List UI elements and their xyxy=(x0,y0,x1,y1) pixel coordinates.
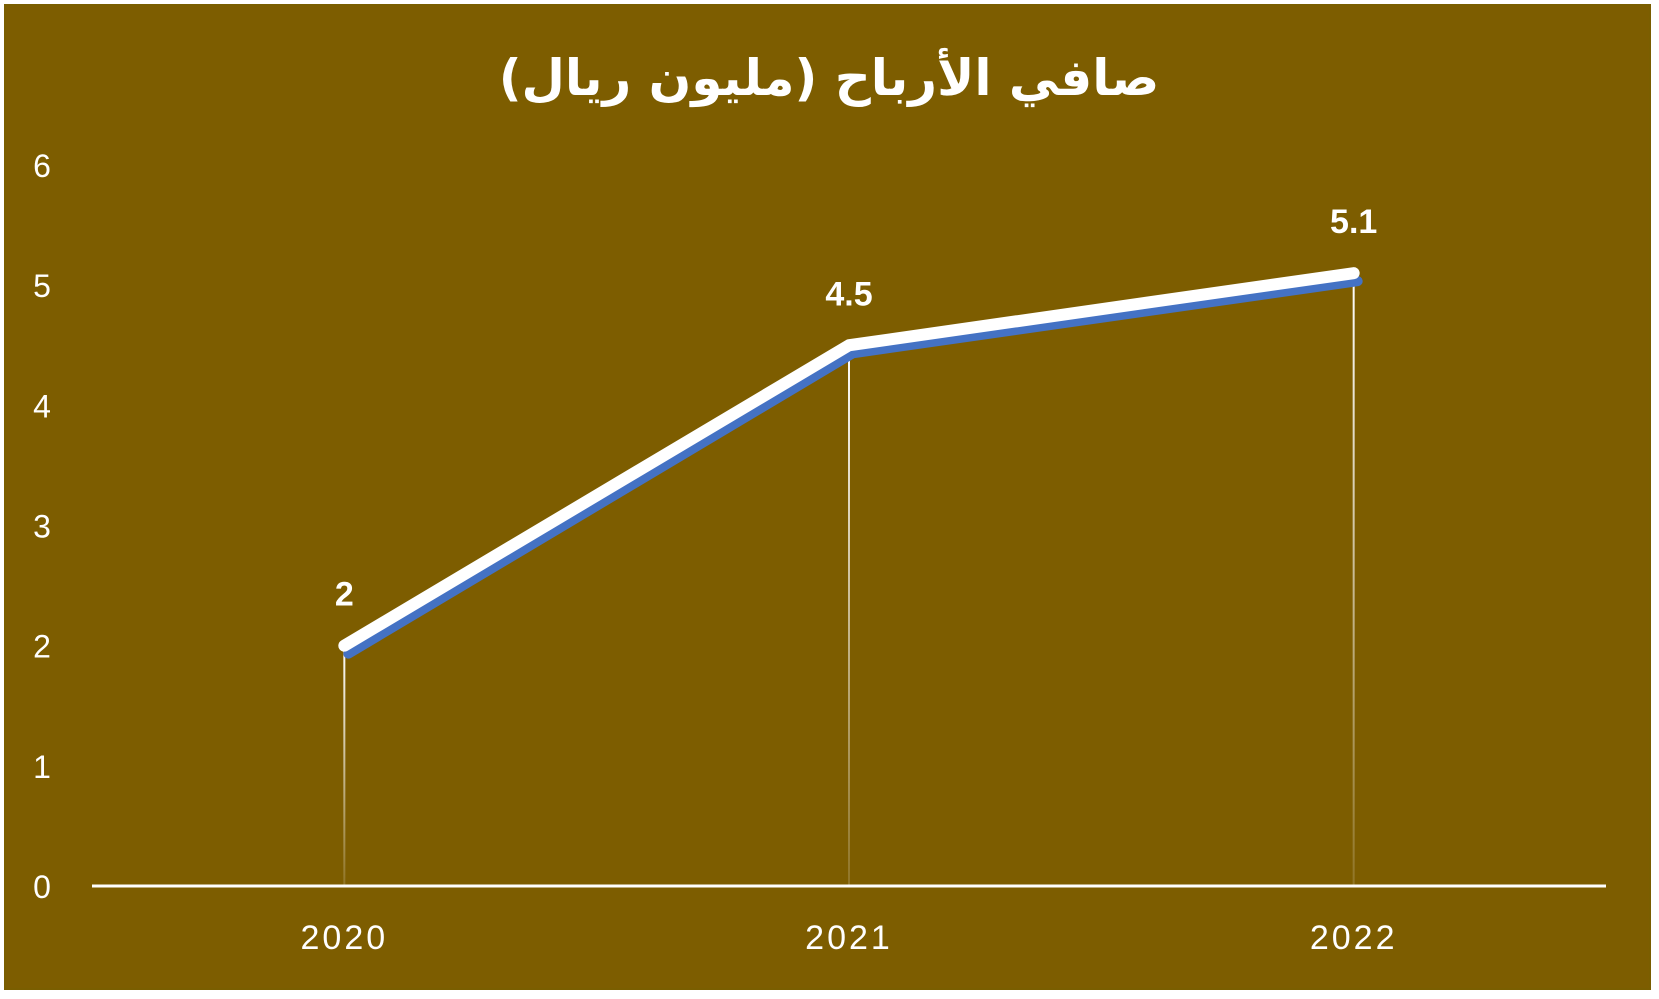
data-label: 4.5 xyxy=(825,275,872,313)
x-axis: 2020 2021 2022 xyxy=(301,919,1398,957)
data-labels: 2 4.5 5.1 xyxy=(335,203,1377,614)
x-tick-label: 2022 xyxy=(1310,919,1398,957)
series-line-main xyxy=(338,267,1360,652)
x-tick-label: 2020 xyxy=(301,919,389,957)
series-line-shadow xyxy=(343,276,1363,659)
y-axis: 0 1 2 3 4 5 6 xyxy=(33,148,51,905)
y-tick-label: 5 xyxy=(33,268,51,304)
chart-title: صافي الأرباح (مليون ريال) xyxy=(499,47,1160,108)
chart-frame xyxy=(4,4,1651,990)
y-tick-label: 6 xyxy=(33,148,51,184)
y-tick-label: 2 xyxy=(33,629,51,665)
data-label: 2 xyxy=(335,576,354,614)
x-tick-label: 2021 xyxy=(805,919,893,957)
drop-lines xyxy=(343,273,1355,886)
drop-line xyxy=(1352,273,1355,886)
y-tick-label: 0 xyxy=(33,869,51,905)
series-line xyxy=(338,267,1363,659)
y-tick-label: 1 xyxy=(33,749,51,785)
data-label: 5.1 xyxy=(1330,203,1377,241)
y-tick-label: 3 xyxy=(33,509,51,545)
y-tick-label: 4 xyxy=(33,388,51,424)
drop-line xyxy=(343,645,346,886)
drop-line xyxy=(848,345,850,886)
